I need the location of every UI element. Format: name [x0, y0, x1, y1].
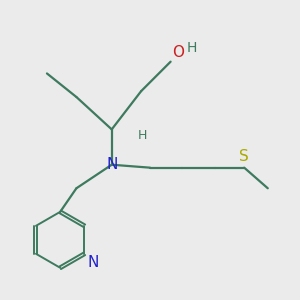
Text: H: H	[138, 129, 148, 142]
Text: N: N	[88, 255, 99, 270]
Text: O: O	[172, 45, 184, 60]
Text: H: H	[187, 41, 197, 55]
Text: S: S	[239, 149, 249, 164]
Text: N: N	[106, 157, 117, 172]
